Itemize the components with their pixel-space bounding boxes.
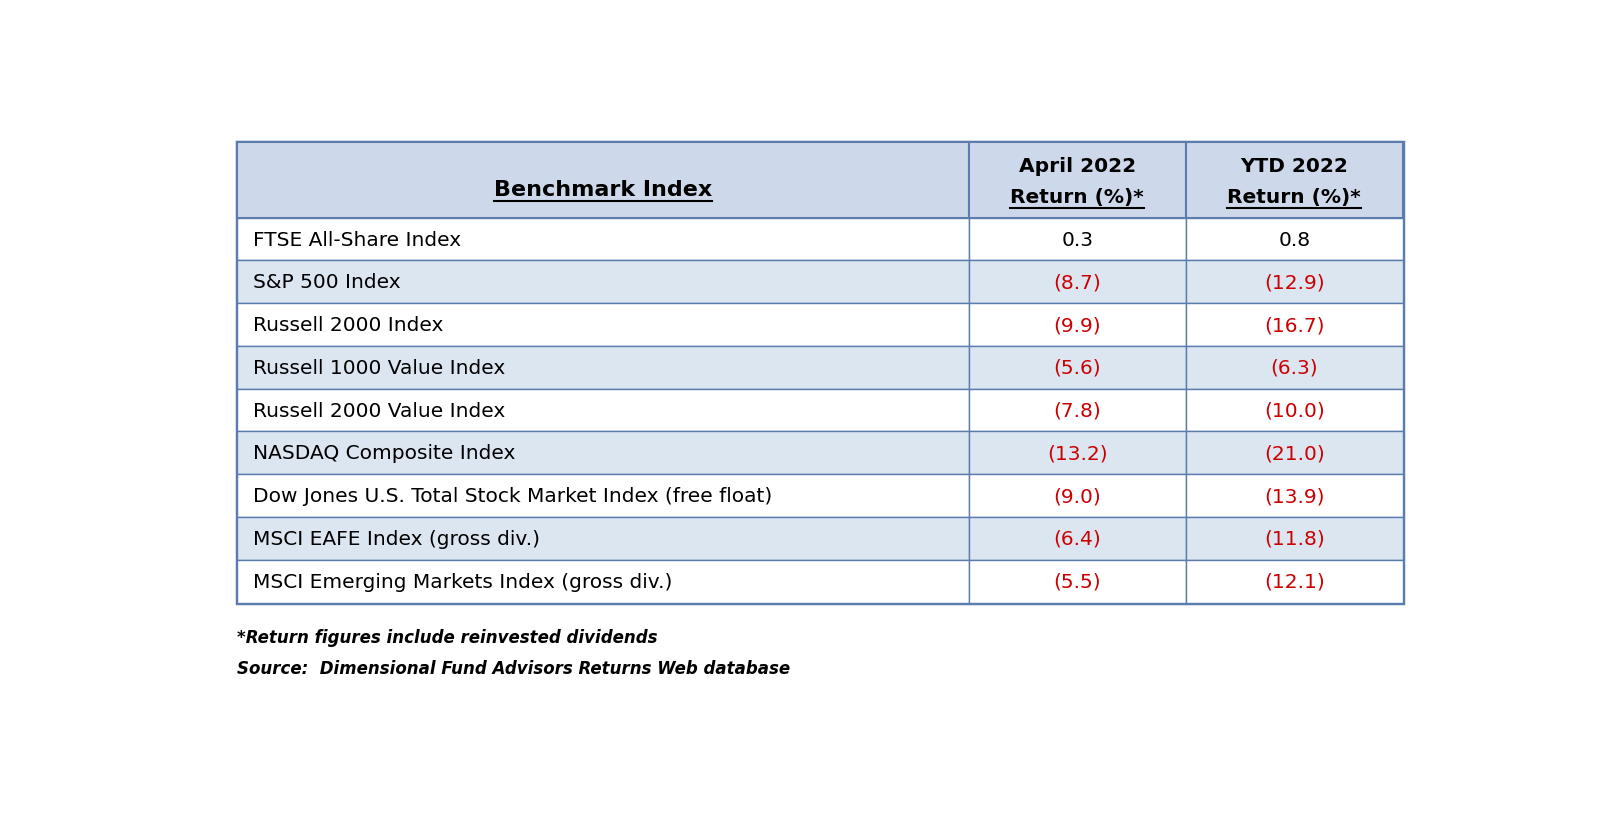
Bar [237,143,1403,603]
Bar [1186,261,1403,304]
Bar [237,261,970,304]
Text: (8.7): (8.7) [1053,273,1101,292]
Text: (7.8): (7.8) [1053,401,1101,420]
Text: Russell 1000 Value Index: Russell 1000 Value Index [253,359,506,378]
Bar [237,475,970,518]
Text: MSCI EAFE Index (gross div.): MSCI EAFE Index (gross div.) [253,529,541,548]
Text: (16.7): (16.7) [1264,315,1325,335]
Text: *Return figures include reinvested dividends: *Return figures include reinvested divid… [237,628,658,646]
Bar [1186,389,1403,432]
Text: (6.3): (6.3) [1270,359,1318,378]
Bar [237,432,970,475]
Bar [970,143,1186,219]
Bar [970,560,1186,603]
Bar [237,560,970,603]
Text: NASDAQ Composite Index: NASDAQ Composite Index [253,444,515,463]
Bar [970,304,1186,346]
Text: (5.6): (5.6) [1053,359,1101,378]
Bar [1186,475,1403,518]
Bar [237,143,970,219]
Bar [1186,346,1403,389]
Bar [970,219,1186,261]
Bar [1186,560,1403,603]
Text: April 2022: April 2022 [1019,157,1136,176]
Text: (10.0): (10.0) [1264,401,1325,420]
Bar [1186,518,1403,560]
Text: Dow Jones U.S. Total Stock Market Index (free float): Dow Jones U.S. Total Stock Market Index … [253,486,773,505]
Text: MSCI Emerging Markets Index (gross div.): MSCI Emerging Markets Index (gross div.) [253,572,672,591]
Bar [237,518,970,560]
Bar [970,389,1186,432]
Text: (13.9): (13.9) [1264,486,1325,505]
Bar [970,346,1186,389]
Bar [237,346,970,389]
Text: (21.0): (21.0) [1264,444,1325,463]
Text: Return (%)*: Return (%)* [1011,188,1144,206]
Text: YTD 2022: YTD 2022 [1240,157,1349,176]
Bar [970,475,1186,518]
Bar [237,304,970,346]
Text: (12.9): (12.9) [1264,273,1325,292]
Text: Russell 2000 Value Index: Russell 2000 Value Index [253,401,506,420]
Bar [1186,432,1403,475]
Text: (5.5): (5.5) [1053,572,1101,591]
Text: (9.0): (9.0) [1053,486,1101,505]
Bar [237,219,970,261]
Text: (9.9): (9.9) [1053,315,1101,335]
Text: Return (%)*: Return (%)* [1227,188,1362,206]
Text: S&P 500 Index: S&P 500 Index [253,273,402,292]
Text: (11.8): (11.8) [1264,529,1325,548]
Text: Source:  Dimensional Fund Advisors Returns Web database: Source: Dimensional Fund Advisors Return… [237,659,790,677]
Bar [970,518,1186,560]
Bar [1186,219,1403,261]
Text: (13.2): (13.2) [1046,444,1107,463]
Text: 0.8: 0.8 [1278,230,1310,249]
Bar [1186,143,1403,219]
Bar [237,389,970,432]
Bar [1186,304,1403,346]
Text: 0.3: 0.3 [1061,230,1093,249]
Text: Benchmark Index: Benchmark Index [494,179,712,200]
Text: (6.4): (6.4) [1053,529,1101,548]
Bar [970,261,1186,304]
Text: Russell 2000 Index: Russell 2000 Index [253,315,443,335]
Text: (12.1): (12.1) [1264,572,1325,591]
Bar [970,432,1186,475]
Text: FTSE All-Share Index: FTSE All-Share Index [253,230,461,249]
